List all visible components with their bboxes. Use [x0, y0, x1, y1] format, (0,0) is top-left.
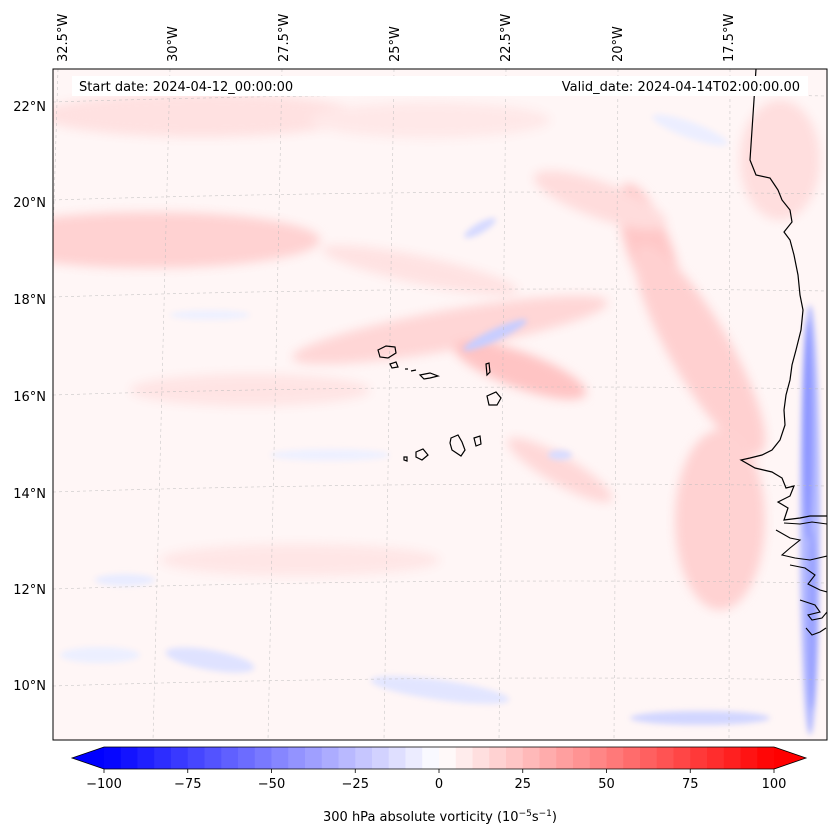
- map-frame: [52, 68, 828, 741]
- map-panel: [53, 69, 827, 740]
- colorbar-cell: [422, 747, 440, 769]
- colorbar-tick-label: −25: [342, 777, 369, 792]
- island-fogo: [415, 448, 429, 461]
- colorbar-cell: [757, 747, 775, 769]
- cape-verde-islands: [377, 345, 502, 462]
- colorbar-cell: [372, 747, 390, 769]
- colorbar-cell: [506, 747, 524, 769]
- start-date-label: Start date: 2024-04-12_00:00:00: [79, 80, 293, 95]
- lat-label-16n: 16°N: [13, 390, 46, 405]
- lon-label-27-5w: 27.5°W: [277, 14, 292, 62]
- valid-date-label: Valid_date: 2024-04-14T02:00:00.00: [562, 80, 800, 95]
- colorbar-cell: [154, 747, 172, 769]
- lat-label-10n: 10°N: [13, 679, 46, 694]
- colorbar-cell: [321, 747, 339, 769]
- colorbar-cell: [522, 747, 540, 769]
- island-boa-vista: [486, 391, 502, 406]
- colorbar-cell: [606, 747, 624, 769]
- lat-label-14n: 14°N: [13, 487, 46, 502]
- lat-label-12n: 12°N: [13, 583, 46, 598]
- gambia-coast: [775, 521, 827, 636]
- colorbar-cell: [723, 747, 741, 769]
- colorbar-cell: [455, 747, 473, 769]
- colorbar-tick-label: −100: [86, 777, 122, 792]
- longitude-labels: 32.5°W 30°W 27.5°W 25°W 22.5°W 20°W 17.5…: [56, 14, 737, 62]
- colorbar-cell: [221, 747, 239, 769]
- colorbar-tick-label: 50: [598, 777, 615, 792]
- colorbar-ticks: −100 −75 −50 −25 0 25 50 75 100: [86, 769, 786, 792]
- colorbar-cell: [355, 747, 373, 769]
- lon-label-32-5w: 32.5°W: [56, 14, 71, 62]
- island-maio: [473, 435, 482, 447]
- colorbar-cell: [405, 747, 423, 769]
- island-sao-vicente: [389, 361, 399, 369]
- lon-label-17-5w: 17.5°W: [722, 14, 737, 62]
- colorbar-cell: [472, 747, 490, 769]
- colorbar-cell: [589, 747, 607, 769]
- island-santo-antao: [377, 345, 397, 359]
- colorbar-tick-label: 100: [762, 777, 787, 792]
- colorbar-cell: [623, 747, 641, 769]
- colorbar-cell: [439, 747, 457, 769]
- colorbar-cell: [489, 747, 507, 769]
- colorbar-cell: [656, 747, 674, 769]
- colorbar-cell: [137, 747, 155, 769]
- map-background: [53, 69, 827, 740]
- island-sao-nicolau: [410, 369, 441, 380]
- colorbar-cell: [707, 747, 725, 769]
- colorbar-tick-label: 75: [682, 777, 699, 792]
- colorbar-cell: [104, 747, 122, 769]
- colorbar-cell: [338, 747, 356, 769]
- colorbar-cell: [204, 747, 222, 769]
- colorbar-tick-label: −50: [258, 777, 285, 792]
- header-strip: [72, 76, 808, 96]
- africa-coastline: [739, 69, 827, 521]
- colorbar-cell: [238, 747, 256, 769]
- colorbar-cell: [690, 747, 708, 769]
- lat-label-22n: 22°N: [13, 100, 46, 115]
- island-brava: [403, 456, 408, 462]
- colorbar-cell: [288, 747, 306, 769]
- colorbar-tick-label: 0: [435, 777, 443, 792]
- latitude-labels: 22°N 20°N 18°N 16°N 14°N 12°N 10°N: [13, 100, 46, 694]
- colorbar-cell: [673, 747, 691, 769]
- lon-label-22-5w: 22.5°W: [499, 14, 514, 62]
- colorbar-tick-label: 25: [514, 777, 531, 792]
- colorbar-cell: [271, 747, 289, 769]
- colorbar-extend-min: [72, 747, 104, 769]
- lat-label-20n: 20°N: [13, 196, 46, 211]
- colorbar-cell: [556, 747, 574, 769]
- island-sal: [485, 362, 491, 377]
- colorbar-label: 300 hPa absolute vorticity (10−5s−1): [323, 809, 557, 825]
- colorbar-cell: [740, 747, 758, 769]
- lon-label-20w: 20°W: [611, 26, 626, 62]
- colorbar-cells: [104, 747, 775, 769]
- colorbar-cell: [573, 747, 591, 769]
- colorbar-cell: [171, 747, 189, 769]
- gridlines: [53, 69, 827, 740]
- lat-label-18n: 18°N: [13, 293, 46, 308]
- lon-label-30w: 30°W: [166, 26, 181, 62]
- colorbar-cell: [640, 747, 658, 769]
- colorbar-cell: [305, 747, 323, 769]
- island-santiago: [449, 434, 466, 457]
- colorbar-cell: [120, 747, 138, 769]
- lon-label-25w: 25°W: [388, 26, 403, 62]
- colorbar-cell: [187, 747, 205, 769]
- colorbar-tick-label: −75: [174, 777, 201, 792]
- colorbar-cell: [388, 747, 406, 769]
- colorbar: −100 −75 −50 −25 0 25 50 75 100 300 hPa absolute…: [70, 746, 808, 825]
- colorbar-cell: [539, 747, 557, 769]
- vorticity-field: [53, 93, 820, 735]
- colorbar-extend-max: [774, 747, 806, 769]
- colorbar-cell: [254, 747, 272, 769]
